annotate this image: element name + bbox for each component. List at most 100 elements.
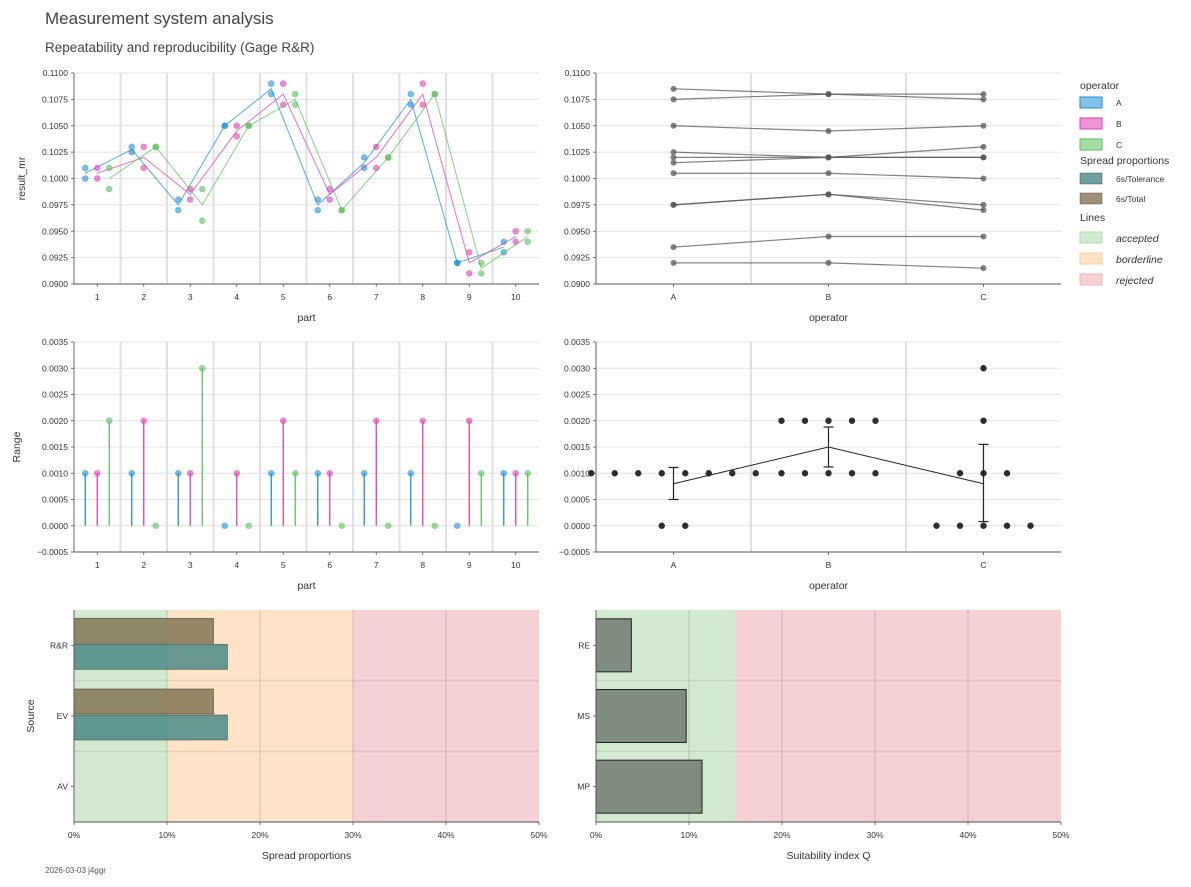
p2-ytick-label: 0.1075 [564,94,590,104]
suitability-bar [595,759,703,814]
legend-swatch-borderline [1079,252,1103,265]
p3-xtick-label: 6 [327,560,332,570]
part-point [980,91,987,98]
measurement-point-A [81,164,89,172]
part-point [825,233,832,240]
p1-y-axis-label: result_mr [16,156,28,200]
measurement-point-B [419,80,427,87]
p6-ytick-label: MP [577,782,590,792]
p6-xtick-label: 40% [959,830,976,840]
p1-xtick-label: 1 [95,292,100,302]
legend-lines-title: Lines [1080,212,1105,224]
measurement-point-C [198,185,206,193]
measurement-point-B [233,122,241,130]
p6-ytick-label: MS [577,711,590,721]
p5-xtick-label: 20% [251,830,268,840]
p6-xtick-label: 50% [1052,830,1069,840]
range-point-B [512,469,520,477]
suitability-bar [595,689,687,743]
p1-xtick-label: 10 [511,292,521,302]
p1-ytick-label: 0.1075 [42,94,68,104]
zone-rejected [735,610,1061,822]
measurement-point-C [245,122,253,130]
p5-ytick-label: R&R [50,640,68,650]
measurement-point-B [140,143,148,151]
p1-xtick-label: 7 [374,292,379,302]
p1-xtick-label: 6 [327,292,332,302]
p1-xtick-label: 9 [467,292,472,302]
measurement-point-C [291,101,299,108]
range-point-B [233,469,241,477]
zone-rejected [353,610,539,822]
p4-ytick-label: 0.0005 [564,495,590,505]
range-point-C [291,469,299,477]
legend-swatch-C [1079,138,1103,151]
p3-xtick-label: 1 [95,560,100,570]
p3-ytick-label: 0.0035 [42,337,68,347]
p6-xtick-label: 0% [590,830,603,840]
p2-ytick-label: 0.0950 [564,226,590,236]
p1-x-axis-label: part [297,312,315,324]
part-point [670,96,677,103]
measurement-point-C [105,185,113,193]
measurement-point-C [198,217,206,225]
range-swarm-point [801,470,809,477]
p1-xtick-label: 2 [141,292,146,302]
range-swarm-point [588,470,595,477]
legend-swatch-accepted [1079,231,1103,244]
measurement-point-B [93,175,101,182]
p2-xtick-label: C [980,292,986,302]
range-swarm-point [752,470,759,477]
measurement-point-B [279,80,287,87]
measurement-point-B [419,101,427,108]
p3-xtick-label: 7 [374,560,379,570]
p5-xtick-label: 40% [437,830,454,840]
p4-ytick-label: 0.0035 [564,337,590,347]
p2-xtick-label: A [671,292,677,302]
range-swarm-point [872,417,879,424]
legend-label-accepted: accepted [1116,233,1160,245]
measurement-point-A [221,122,229,130]
measurement-point-B [186,196,194,203]
range-swarm-point [956,470,964,477]
range-point-B [140,417,148,425]
measurement-point-C [384,154,392,161]
measurement-point-A [314,196,322,203]
p3-ytick-label: 0.0010 [42,468,68,478]
range-point-A [128,469,136,477]
part-point [980,265,987,272]
measurement-point-C [477,270,485,277]
legend-label-A: A [1116,98,1122,108]
measurement-point-A [314,206,322,214]
part-point [670,259,677,266]
measurement-point-C [338,206,346,214]
measurement-point-B [326,196,334,203]
p3-ytick-label: 0.0020 [42,416,68,426]
range-point-C [245,522,253,530]
p4-ytick-label: 0.0000 [564,521,590,531]
range-swarm-point [778,470,785,477]
p4-ytick-label: −0.0005 [559,547,590,557]
p3-ytick-label: 0.0025 [42,390,68,400]
range-point-C [477,469,485,477]
legend-swatch-A [1079,96,1103,109]
part-point [980,96,987,103]
legend-label-spread: 6s/Total [1116,194,1145,204]
legend-swatch-spread [1079,192,1103,205]
part-point [980,122,987,129]
range-point-A [360,469,368,477]
range-swarm-point [980,522,987,529]
range-swarm-point [848,470,856,477]
range-point-C [524,469,532,477]
p6-xtick-label: 30% [866,830,883,840]
measurement-point-B [93,164,101,172]
part-point [670,201,677,208]
range-swarm-point [682,470,689,477]
p3-xtick-label: 9 [467,560,472,570]
p3-y-axis-label: Range [11,431,23,462]
range-swarm-point [1003,522,1011,529]
chart-subtitle: Repeatability and reproducibility (Gage … [45,40,315,55]
spread-bar-6s/Total [73,617,214,644]
p1-ytick-label: 0.0975 [42,200,68,210]
p1-xtick-label: 3 [188,292,193,302]
